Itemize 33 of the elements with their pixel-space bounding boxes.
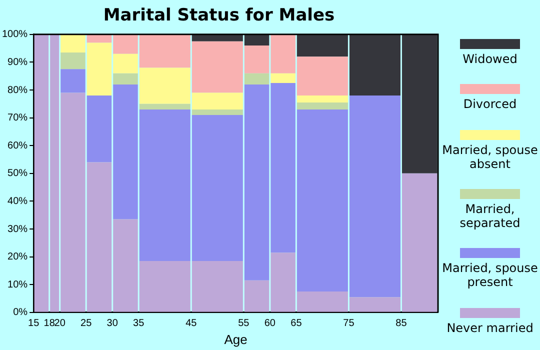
- y-tick-label: 100%: [2, 29, 28, 40]
- y-tick-label: 90%: [8, 56, 28, 68]
- y-tick-label: 30%: [8, 224, 28, 235]
- bar: [270, 73, 296, 84]
- y-tick-label: 0%: [13, 307, 28, 318]
- x-tick-label: 15: [28, 318, 40, 330]
- x-tick-label: 65: [290, 318, 302, 330]
- y-tick-label: 70%: [8, 112, 28, 124]
- x-tick-label: 30: [106, 318, 118, 330]
- y-tick-label: 60%: [8, 140, 28, 152]
- y-tick-label: 20%: [8, 252, 28, 263]
- y-tick-label: 80%: [8, 84, 28, 96]
- legend-label: Married, spouse present: [441, 261, 539, 290]
- x-tick-label: 35: [133, 318, 145, 330]
- y-tick-label: 40%: [8, 196, 28, 207]
- x-tick-label: 75: [343, 318, 355, 330]
- x-tick-label: 25: [80, 318, 92, 330]
- x-tick-label: 55: [238, 318, 250, 330]
- x-tick-label: 60: [264, 318, 276, 330]
- legend-label: Married, separated: [458, 202, 522, 230]
- x-tick-label: 85: [396, 318, 408, 330]
- y-tick-label: 50%: [8, 168, 28, 180]
- legend-label: Never married: [446, 320, 534, 335]
- chart-title: Marital Status for Males: [103, 6, 335, 26]
- legend-label: Divorced: [462, 97, 518, 112]
- legend-label: Widowed: [462, 52, 518, 66]
- x-axis-title: Age: [224, 332, 248, 347]
- legend-label: Married, spouse absent: [441, 142, 539, 171]
- bar: [60, 69, 86, 93]
- x-tick-label: 20: [54, 318, 66, 330]
- x-tick-label: 45: [186, 318, 198, 330]
- x-tick-label: 18: [44, 318, 56, 330]
- y-tick-label: 10%: [8, 279, 28, 290]
